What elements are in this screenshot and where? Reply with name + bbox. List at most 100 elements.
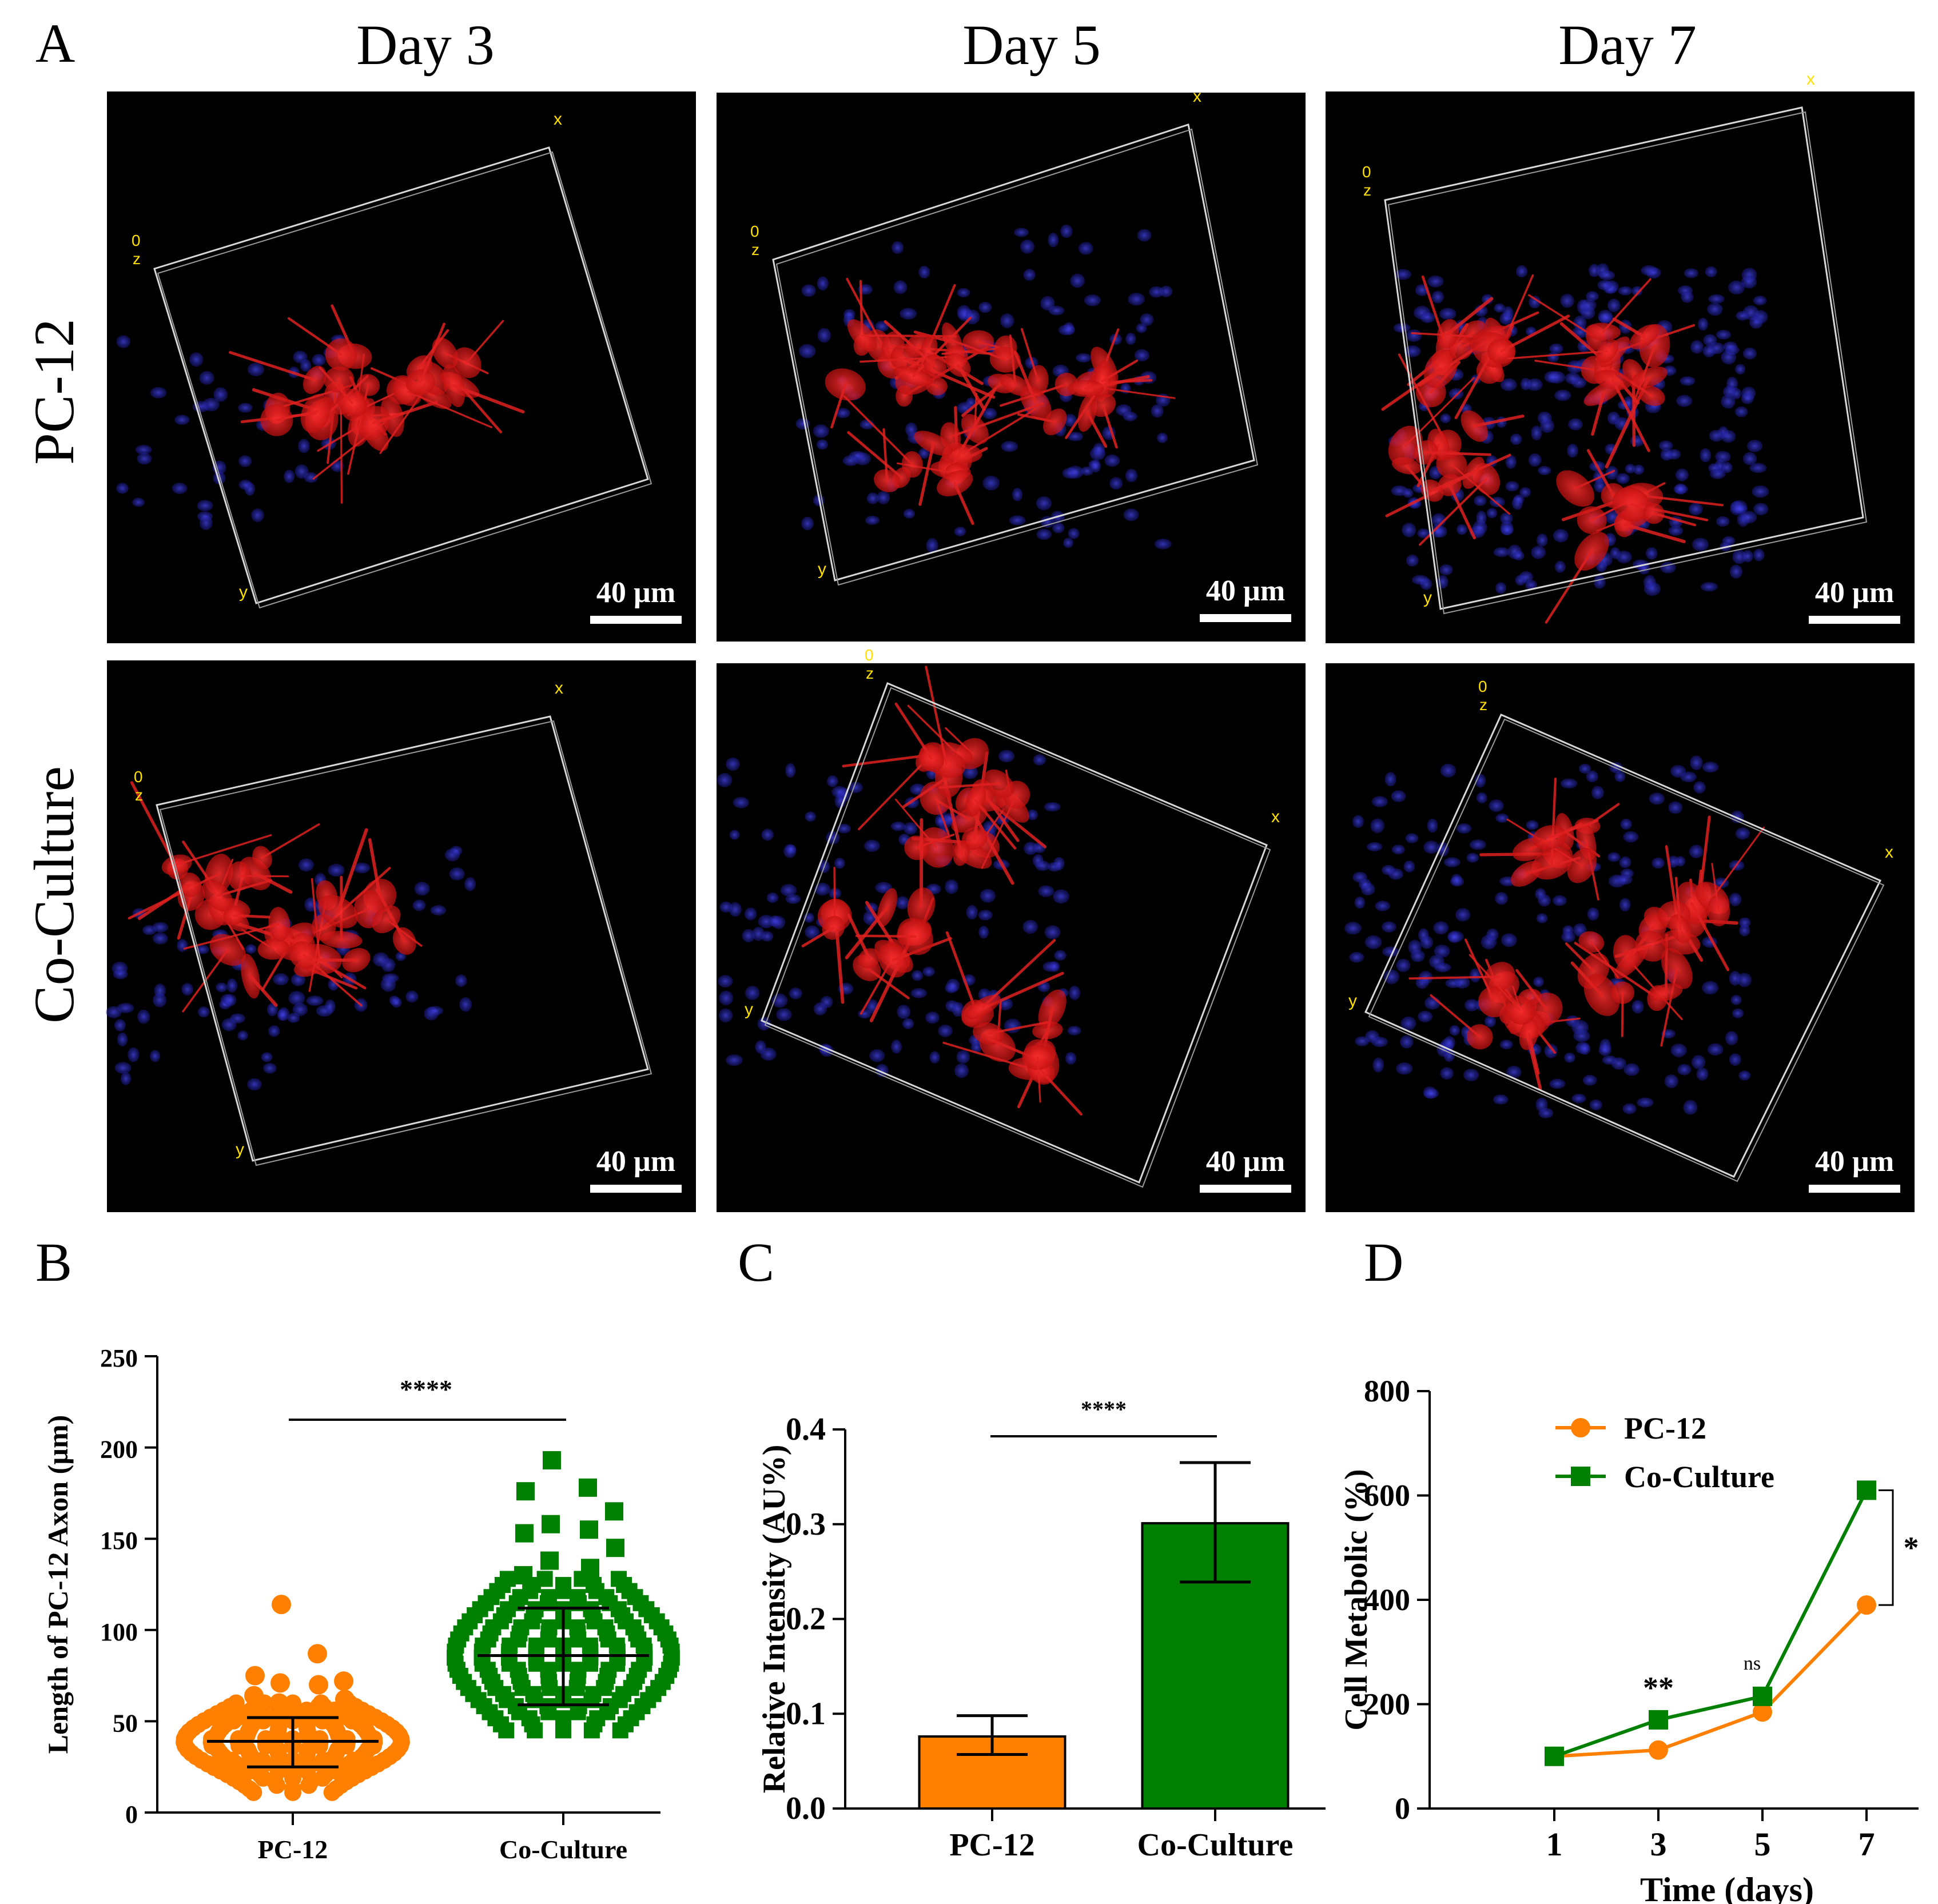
nucleus-mark (1535, 888, 1546, 900)
nucleus-mark (1725, 1031, 1738, 1046)
neurite-mark (981, 790, 1020, 842)
nucleus-mark (1732, 504, 1748, 514)
nucleus-mark (982, 475, 1000, 491)
nucleus-mark (718, 975, 733, 988)
nucleus-mark (954, 1063, 969, 1078)
neurite-mark (1101, 359, 1139, 383)
nucleus-mark (1513, 494, 1525, 504)
nucleus-mark (1366, 842, 1383, 852)
nucleus-mark (922, 966, 935, 977)
nucleus-mark (1549, 343, 1563, 354)
nucleus-mark (1035, 861, 1050, 871)
nucleus-mark (1560, 293, 1574, 308)
neurite-mark (942, 1041, 1031, 1070)
nucleus-mark (1591, 786, 1604, 799)
nucleus-mark (1474, 495, 1487, 507)
panel-letter-a: A (35, 13, 75, 74)
nucleus-mark (189, 352, 204, 367)
nucleus-mark (1622, 1103, 1637, 1114)
nucleus-mark (1544, 371, 1561, 383)
neurite-mark (458, 383, 503, 433)
nucleus-mark (1068, 985, 1081, 1001)
nucleus-mark (1423, 841, 1439, 854)
nucleus-mark (903, 822, 918, 835)
neurite-mark (1611, 379, 1650, 452)
nucleus-mark (1000, 313, 1014, 328)
nucleus-mark (1371, 796, 1388, 807)
nucleus-mark (1364, 935, 1382, 949)
nucleus-mark (1405, 833, 1419, 843)
nucleus-mark (1344, 922, 1362, 935)
neurite-mark (1381, 367, 1443, 411)
nucleus-mark (1510, 433, 1522, 445)
y-tick-label: 0.0 (786, 1791, 826, 1826)
nucleus-mark (813, 1002, 827, 1015)
nucleus-mark (1495, 582, 1507, 594)
nucleus-mark (1406, 554, 1419, 567)
nucleus-mark (805, 811, 816, 822)
nucleus-mark (1381, 921, 1396, 933)
nucleus-mark (245, 944, 257, 954)
axis-label-z: z (751, 241, 759, 258)
neurite-mark (1020, 328, 1040, 382)
volume-box-depth (775, 128, 1259, 586)
nucleus-mark (1597, 280, 1612, 290)
nucleus-mark (1040, 296, 1055, 311)
nucleus-mark (1062, 537, 1074, 548)
axis-label-x: x (1806, 70, 1815, 89)
nucleus-mark (912, 970, 924, 981)
nucleus-mark (1740, 511, 1757, 524)
nucleus-mark (1722, 385, 1737, 398)
neurite-mark (855, 934, 917, 938)
legend-marker-pc12 (1571, 1418, 1590, 1437)
neurite-mark (938, 782, 1000, 789)
nucleus-mark (956, 1050, 970, 1064)
axis-label-y: y (1423, 588, 1432, 607)
nucleus-mark (295, 464, 309, 479)
nucleus-mark (1623, 831, 1639, 843)
neurite-mark (1084, 375, 1150, 391)
data-point-outlier (308, 1644, 327, 1664)
data-point-outlier (605, 1502, 623, 1521)
y-tick-label: 800 (1364, 1374, 1410, 1408)
nucleus-mark (247, 363, 264, 377)
neurite-mark (894, 702, 933, 760)
nucleus-mark (1451, 874, 1462, 886)
axis-label-y: y (239, 583, 248, 602)
legend-label-pc12: PC-12 (1624, 1411, 1706, 1445)
data-point (1753, 1702, 1772, 1722)
neurite-mark (986, 799, 1047, 849)
nucleus-mark (1577, 340, 1591, 353)
nucleus-mark (1554, 560, 1566, 573)
nucleus-mark (238, 403, 253, 413)
volume-box-depth (159, 720, 652, 1166)
nucleus-mark (1721, 430, 1736, 443)
nucleus-mark (1565, 372, 1581, 385)
nucleus-mark (1692, 1055, 1706, 1070)
nucleus-mark (744, 907, 757, 921)
nucleus-mark (1700, 448, 1712, 463)
nucleus-mark (1400, 1035, 1414, 1049)
nucleus-mark (1433, 921, 1449, 935)
nucleus-mark (430, 905, 447, 916)
nucleus-mark (273, 973, 289, 986)
scale-bar-label: 40 µm (1206, 1145, 1285, 1178)
axis-label-origin: 0 (1478, 678, 1487, 695)
nucleus-mark (1080, 466, 1094, 476)
nucleus-mark (117, 1003, 134, 1013)
nucleus-mark (1001, 441, 1018, 452)
nucleus-mark (1593, 575, 1606, 589)
nucleus-mark (718, 1008, 733, 1023)
nucleus-mark (1709, 469, 1726, 479)
nucleus-mark (116, 335, 131, 348)
neurite-mark (858, 759, 927, 831)
nucleus-mark (1054, 950, 1067, 961)
neurite-mark (419, 322, 445, 384)
nucleus-mark (843, 309, 855, 320)
neurite-mark (987, 1021, 1050, 1035)
nucleus-mark (1728, 280, 1745, 294)
y-tick-label: 200 (100, 1436, 138, 1464)
nucleus-mark (1625, 464, 1635, 474)
neurite-mark (1527, 1033, 1540, 1075)
